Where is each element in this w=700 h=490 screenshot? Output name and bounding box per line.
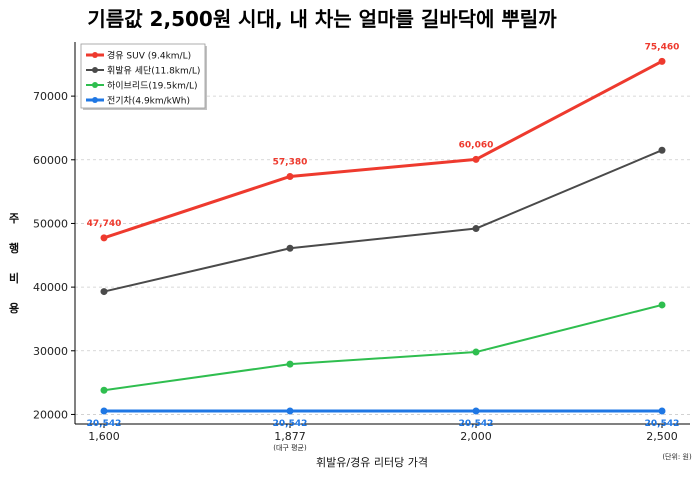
- y-ticks: 20000 30000 40000 50000 60000 70000: [33, 90, 75, 421]
- legend-label: 하이브리드(19.5km/L): [107, 81, 198, 92]
- data-labels: 47,740 57,380 60,060 75,460 20,542 20,542 20,5…: [87, 42, 680, 429]
- data-point: [472, 225, 480, 233]
- data-point: [286, 360, 294, 368]
- legend: 경유 SUV (9.4km/L) 휘발유 세단(11.8km/L) 하이브리드(19…: [80, 43, 207, 110]
- data-point: [658, 301, 666, 309]
- data-point: [472, 155, 480, 163]
- data-label: 20,542: [645, 419, 680, 429]
- data-label: 57,380: [273, 157, 308, 167]
- data-point: [100, 407, 108, 415]
- series-line: [103, 60, 663, 240]
- legend-marker: [92, 67, 98, 73]
- data-point: [658, 146, 666, 154]
- data-point: [100, 386, 108, 394]
- x-axis-label: 휘발유/경유 리터당 가격: [316, 456, 428, 469]
- legend-marker: [92, 52, 98, 58]
- y-tick-label: 60000: [33, 154, 68, 167]
- legend-marker: [92, 82, 98, 88]
- data-label: 60,060: [459, 140, 494, 150]
- y-tick-label: 40000: [33, 281, 68, 294]
- y-tick-label: 30000: [33, 345, 68, 358]
- data-point: [286, 244, 294, 252]
- data-label: 20,542: [459, 419, 494, 429]
- data-label: 20,542: [273, 419, 308, 429]
- data-point: [658, 407, 666, 415]
- grid: [75, 95, 690, 415]
- x-tick-label: 2,000: [460, 430, 492, 443]
- y-tick-label: 50000: [33, 217, 68, 230]
- unit-note: (단위: 원): [662, 452, 692, 461]
- data-point: [472, 407, 480, 415]
- data-label: 20,542: [87, 419, 122, 429]
- legend-label: 휘발유 세단(11.8km/L): [107, 66, 200, 77]
- x-ticks: 1,600 1,877(대구 평균) 2,000 2,500: [88, 424, 678, 452]
- data-point: [286, 172, 294, 180]
- legend-label: 경유 SUV (9.4km/L): [107, 50, 191, 62]
- data-point: [286, 407, 294, 415]
- data-label: 75,460: [645, 42, 680, 52]
- data-label: 47,740: [87, 219, 122, 229]
- x-tick-note: (대구 평균): [273, 443, 307, 452]
- series-line: [103, 149, 663, 293]
- y-tick-label: 70000: [33, 90, 68, 103]
- data-point: [100, 234, 108, 242]
- series-lines: [100, 57, 666, 415]
- x-tick-label: 1,600: [88, 430, 120, 443]
- data-point: [472, 348, 480, 356]
- data-point: [100, 288, 108, 296]
- legend-label: 전기차(4.9km/kWh): [107, 95, 190, 107]
- legend-marker: [92, 97, 98, 103]
- data-point: [658, 57, 666, 65]
- series-line: [103, 303, 663, 392]
- y-tick-label: 20000: [33, 408, 68, 421]
- chart-title: 기름값 2,500원 시대, 내 차는 얼마를 길바닥에 뿌릴까: [87, 7, 557, 31]
- x-tick-label: 2,500: [646, 430, 678, 443]
- x-tick-label: 1,877: [274, 430, 306, 443]
